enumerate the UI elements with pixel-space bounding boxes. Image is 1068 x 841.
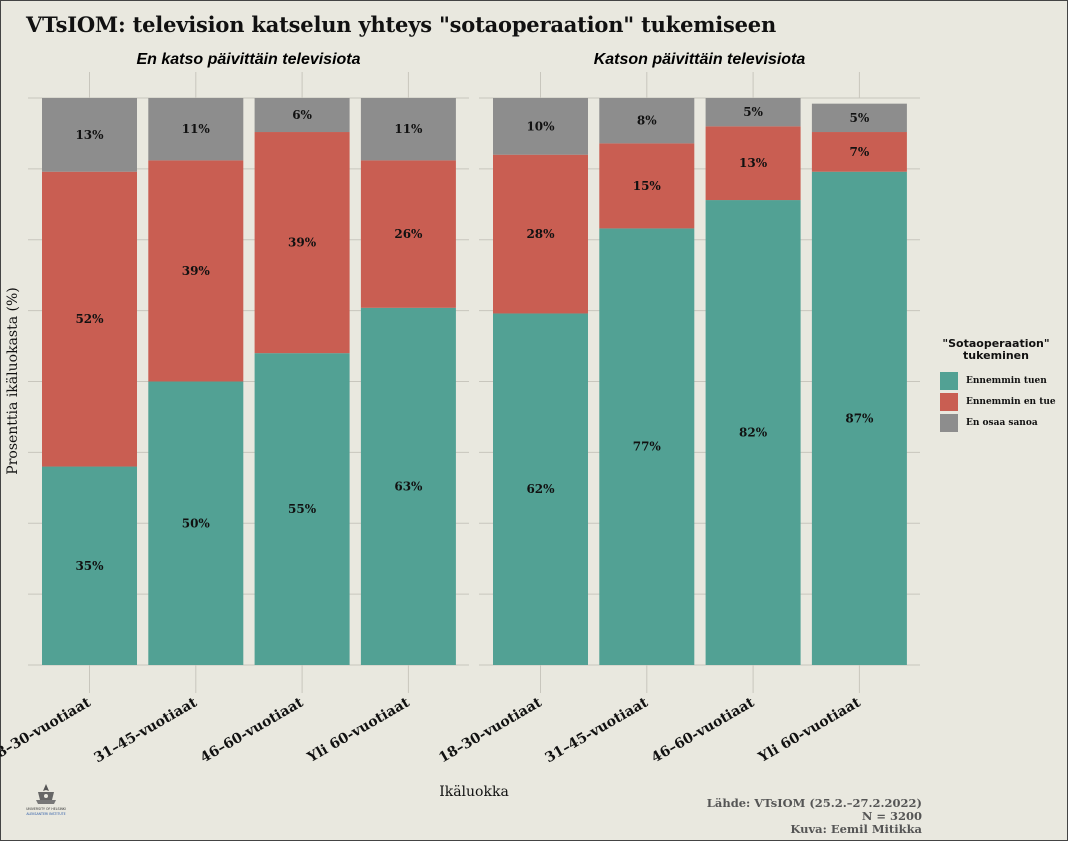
x-axis-title: Ikäluokka (439, 784, 509, 800)
data-label-ennemmin-en-tue-46-60-panel1: 39% (288, 236, 317, 250)
bar-en-osaa-sanoa-46-60-panel2 (705, 98, 801, 127)
legend-swatch-ennemmin-en-tue (940, 392, 958, 411)
bar-ennemmin-en-tue-31-45-panel2 (599, 143, 695, 229)
legend-label-ennemmin-tuen: Ennemmin tuen (966, 375, 1047, 386)
data-label-ennemmin-tuen-46-60-panel2: 82% (739, 426, 768, 440)
bar-en-osaa-sanoa-18-30-panel1 (42, 98, 137, 172)
panel-title-1: En katso päivittäin televisiota (136, 51, 360, 68)
data-label-ennemmin-en-tue-46-60-panel2: 13% (739, 156, 768, 170)
legend-title-line1: "Sotaoperaation" (942, 337, 1050, 350)
data-label-en-osaa-sanoa-31-45-panel2: 8% (637, 114, 657, 128)
bar-en-osaa-sanoa-31-45-panel1 (148, 98, 244, 161)
x-tick-label-46-60-panel1: 46–60-vuotiaat (198, 694, 307, 766)
bar-ennemmin-en-tue-18-30-panel1 (42, 171, 137, 467)
x-tick-label-46-60-panel2: 46–60-vuotiaat (649, 694, 758, 766)
data-label-en-osaa-sanoa-31-45-panel1: 11% (182, 122, 211, 136)
data-label-en-osaa-sanoa-yli-60-panel1: 11% (394, 122, 423, 136)
data-label-en-osaa-sanoa-18-30-panel1: 13% (75, 128, 104, 142)
data-label-en-osaa-sanoa-18-30-panel2: 10% (526, 119, 555, 133)
data-label-ennemmin-en-tue-31-45-panel1: 39% (182, 264, 211, 278)
legend-label-en-osaa-sanoa: En osaa sanoa (966, 417, 1038, 428)
x-tick-label-yli-60-panel2: Yli 60-vuotiaat (755, 694, 864, 766)
logo-text-line1: UNIVERSITY OF HELSINKI (26, 807, 66, 811)
y-axis-title: Prosenttia ikäluokasta (%) (5, 287, 21, 474)
bar-ennemmin-en-tue-yli-60-panel2 (811, 132, 907, 172)
data-label-ennemmin-en-tue-18-30-panel2: 28% (526, 227, 555, 241)
chart-title: VTsIOM: television katselun yhteys "sota… (26, 12, 777, 37)
legend-title: "Sotaoperaation" tukeminen (940, 338, 1052, 362)
legend-label-ennemmin-en-tue: Ennemmin en tue (966, 396, 1056, 407)
data-label-en-osaa-sanoa-46-60-panel1: 6% (292, 108, 312, 122)
legend: "Sotaoperaation" tukeminen Ennemmin tuen… (940, 338, 1060, 433)
data-label-ennemmin-tuen-18-30-panel1: 35% (75, 559, 104, 573)
bar-ennemmin-tuen-18-30-panel2 (493, 313, 588, 665)
bar-ennemmin-en-tue-31-45-panel1 (148, 160, 244, 382)
data-label-ennemmin-en-tue-yli-60-panel1: 26% (394, 227, 423, 241)
source-line-2: N = 3200 (861, 809, 922, 823)
x-tick-label-18-30-panel1: 18–30-vuotiaat (0, 694, 94, 766)
x-tick-label-yli-60-panel1: Yli 60-vuotiaat (304, 694, 413, 766)
legend-title-line2: tukeminen (963, 349, 1029, 362)
data-label-ennemmin-en-tue-yli-60-panel2: 7% (850, 145, 870, 159)
data-label-ennemmin-tuen-31-45-panel1: 50% (182, 516, 211, 530)
data-label-ennemmin-tuen-46-60-panel1: 55% (288, 502, 317, 516)
legend-item-ennemmin-tuen: Ennemmin tuen (940, 370, 1060, 391)
bar-ennemmin-tuen-46-60-panel2 (705, 200, 801, 665)
legend-swatch-en-osaa-sanoa (940, 413, 958, 432)
bar-ennemmin-tuen-18-30-panel1 (42, 466, 137, 665)
bar-ennemmin-en-tue-yli-60-panel1 (360, 160, 456, 308)
bar-en-osaa-sanoa-18-30-panel2 (493, 98, 588, 155)
bar-en-osaa-sanoa-yli-60-panel1 (360, 98, 456, 161)
panel-title-2: Katson päivittäin televisiota (594, 51, 806, 68)
legend-item-en-osaa-sanoa: En osaa sanoa (940, 412, 1060, 433)
source-note: Lähde: VTsIOM (25.2.–27.2.2022) N = 3200… (707, 797, 922, 836)
data-label-ennemmin-tuen-yli-60-panel1: 63% (394, 479, 423, 493)
logo-text-line2: ALEKSANTERI INSTITUTE (26, 812, 65, 816)
university-logo: UNIVERSITY OF HELSINKI ALEKSANTERI INSTI… (26, 782, 66, 818)
bar-ennemmin-tuen-yli-60-panel2 (811, 171, 907, 665)
data-label-ennemmin-tuen-18-30-panel2: 62% (526, 482, 555, 496)
data-label-ennemmin-tuen-yli-60-panel2: 87% (845, 411, 874, 425)
bar-en-osaa-sanoa-46-60-panel1 (254, 98, 350, 133)
bar-ennemmin-en-tue-18-30-panel2 (493, 154, 588, 314)
data-label-en-osaa-sanoa-yli-60-panel2: 5% (850, 111, 870, 125)
data-label-ennemmin-en-tue-18-30-panel1: 52% (75, 312, 104, 326)
x-tick-label-18-30-panel2: 18–30-vuotiaat (436, 694, 545, 766)
data-label-ennemmin-tuen-31-45-panel2: 77% (633, 440, 662, 454)
x-tick-label-31-45-panel1: 31–45-vuotiaat (91, 694, 200, 766)
bar-en-osaa-sanoa-31-45-panel2 (599, 98, 695, 144)
data-label-ennemmin-en-tue-31-45-panel2: 15% (633, 179, 662, 193)
source-line-3: Kuva: Eemil Mitikka (790, 822, 922, 836)
bar-ennemmin-en-tue-46-60-panel2 (705, 126, 801, 201)
source-line-1: Lähde: VTsIOM (25.2.–27.2.2022) (706, 796, 922, 810)
data-label-en-osaa-sanoa-46-60-panel2: 5% (743, 105, 763, 119)
bar-ennemmin-tuen-31-45-panel1 (148, 381, 244, 665)
university-logo-icon: UNIVERSITY OF HELSINKI ALEKSANTERI INSTI… (26, 784, 66, 816)
bar-ennemmin-tuen-31-45-panel2 (599, 228, 695, 665)
legend-swatch-ennemmin-tuen (940, 371, 958, 390)
bar-ennemmin-en-tue-46-60-panel1 (254, 132, 350, 354)
bar-ennemmin-tuen-46-60-panel1 (254, 353, 350, 665)
bar-en-osaa-sanoa-yli-60-panel2 (811, 103, 907, 133)
bar-ennemmin-tuen-yli-60-panel1 (360, 307, 456, 665)
x-tick-label-31-45-panel2: 31–45-vuotiaat (542, 694, 651, 766)
legend-item-ennemmin-en-tue: Ennemmin en tue (940, 391, 1060, 412)
